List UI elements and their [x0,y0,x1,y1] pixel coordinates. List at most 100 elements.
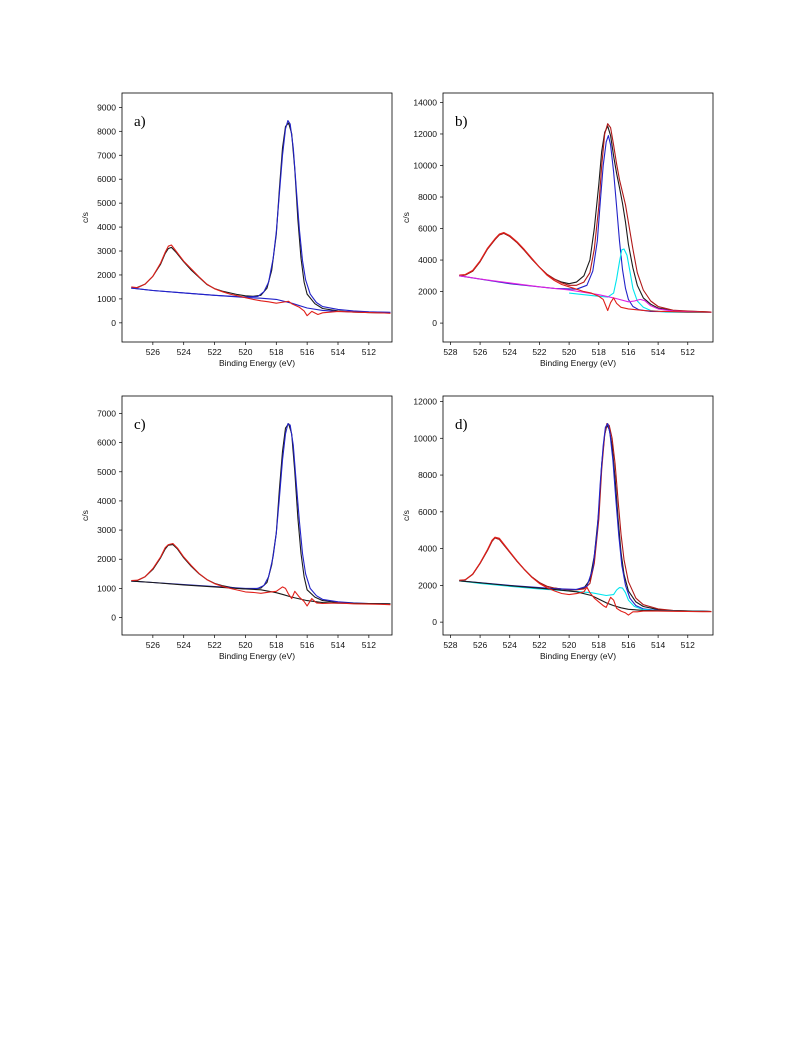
panel-a-xtick-label: 514 [331,347,345,357]
panel-c-series-background-2 [131,580,391,605]
panel-a-xtick-label: 526 [146,347,160,357]
panel-d-series-raw-0 [459,424,712,613]
panel-c-frame [121,395,393,636]
panel-c-ytick-label: 7000 [97,408,116,418]
panel-b-xtick-label: 512 [681,347,695,357]
panel-b-ytick-label: 12000 [413,129,437,139]
panel-d-xtick-label: 516 [621,640,635,650]
panel-a-series-fit-1 [131,119,391,314]
panel-b-xtick-label: 518 [592,347,606,357]
panel-a-ytick-label: 5000 [97,198,116,208]
panel-a-ytick-label: 4000 [97,222,116,232]
panel-a-xtick-label: 516 [300,347,314,357]
panel-c-ytick-label: 4000 [97,496,116,506]
panel-d-xtick-label: 512 [681,640,695,650]
panel-c-series-residual-3 [131,542,391,607]
panel-c-series-fit-1 [131,423,391,605]
panel-b-series-envelope-1 [459,123,712,313]
panel-b-ytick-label: 0 [432,318,437,328]
panel-a-ytick-label: 7000 [97,150,116,160]
panel-a-ytick-label: 6000 [97,174,116,184]
panel-a-xtick-label: 512 [362,347,376,357]
panel-a-ytick-label: 2000 [97,270,116,280]
panel-d-frame [442,395,714,636]
panel-a-ytick-label: 1000 [97,294,116,304]
panel-b-xtick-label: 520 [562,347,576,357]
panel-b-series-component-4 [459,275,712,313]
panel-a-xtick-label: 522 [207,347,221,357]
panel-a-series-residual-3 [131,244,391,317]
panel-c-xtick-label: 518 [269,640,283,650]
panel-a-xtick-label: 524 [177,347,191,357]
panel-d-ytick-label: 0 [432,617,437,627]
panel-d-xlabel: Binding Energy (eV) [540,651,616,661]
panel-d-xtick-label: 518 [592,640,606,650]
panel-b-series-raw-0 [459,125,712,313]
panel-b-xtick-label: 514 [651,347,665,357]
panel-a-xlabel: Binding Energy (eV) [219,358,295,368]
panel-b-letter: b) [455,114,468,130]
panel-d-xtick-label: 520 [562,640,576,650]
panel-c-xtick-label: 520 [238,640,252,650]
panel-c-ytick-label: 1000 [97,583,116,593]
panel-b-xtick-label: 522 [532,347,546,357]
panel-a-letter: a) [134,114,146,130]
panel-c-xtick-label: 522 [207,640,221,650]
panel-c-xlabel: Binding Energy (eV) [219,651,295,661]
panel-c-ytick-label: 2000 [97,554,116,564]
panel-a-series-background-2 [131,287,391,313]
panel-d-xtick-label: 524 [503,640,517,650]
panel-b-series-residual-5 [459,231,712,313]
panel-c-xtick-label: 524 [177,640,191,650]
panel-d-ytick-label: 6000 [418,507,437,517]
panel-c-series-raw-0 [131,423,391,605]
panel-b-xtick-label: 524 [503,347,517,357]
panel-d-series-component-2 [459,423,712,613]
panel-a-xtick-label: 520 [238,347,252,357]
panel-c-ytick-label: 3000 [97,525,116,535]
panel-c-xtick-label: 516 [300,640,314,650]
panel-a-ytick-label: 8000 [97,126,116,136]
panel-c-ytick-label: 0 [111,613,116,623]
panel-a-ytick-label: 3000 [97,246,116,256]
panel-a-ylabel: c/s [80,212,90,223]
panel-b-ytick-label: 8000 [418,192,437,202]
panel-d-ytick-label: 8000 [418,470,437,480]
panel-c-xtick-label: 526 [146,640,160,650]
panel-d-series-residual-5 [459,536,712,616]
panel-a-series-raw-0 [131,122,391,314]
panel-b-ytick-label: 4000 [418,255,437,265]
panel-d-series-envelope-1 [459,423,712,613]
panel-c-letter: c) [134,417,146,433]
panel-c-xtick-label: 512 [362,640,376,650]
panel-a-ytick-label: 9000 [97,102,116,112]
panel-b-frame [442,92,714,343]
panel-b-ytick-label: 6000 [418,224,437,234]
panel-d-ytick-label: 12000 [413,397,437,407]
panel-b-xtick-label: 528 [443,347,457,357]
panel-d-ytick-label: 10000 [413,433,437,443]
panel-a-frame [121,92,393,343]
panel-d-xtick-label: 526 [473,640,487,650]
panel-c-ytick-label: 5000 [97,467,116,477]
panel-d-ylabel: c/s [401,510,411,521]
panel-d-xtick-label: 528 [443,640,457,650]
panel-b-ytick-label: 10000 [413,160,437,170]
panel-a-xtick-label: 518 [269,347,283,357]
panel-b-xtick-label: 516 [621,347,635,357]
panel-b-xtick-label: 526 [473,347,487,357]
panel-d-ytick-label: 2000 [418,580,437,590]
panel-b-xlabel: Binding Energy (eV) [540,358,616,368]
panel-c-ytick-label: 6000 [97,438,116,448]
panel-c-ylabel: c/s [80,510,90,521]
panel-d-xtick-label: 522 [532,640,546,650]
panel-b-series-component-2 [459,135,712,313]
panel-d-xtick-label: 514 [651,640,665,650]
panel-d-ytick-label: 4000 [418,544,437,554]
panel-b-ylabel: c/s [401,212,411,223]
panel-b-ytick-label: 2000 [418,287,437,297]
panel-c-xtick-label: 514 [331,640,345,650]
panel-d-letter: d) [455,417,468,433]
